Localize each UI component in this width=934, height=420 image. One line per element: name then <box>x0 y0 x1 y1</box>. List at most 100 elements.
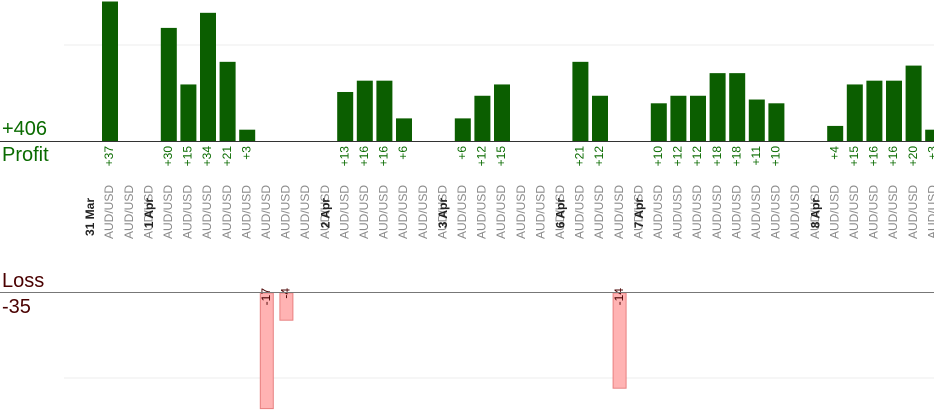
profit-value-label: +6 <box>455 146 469 160</box>
profit-bar <box>886 80 902 141</box>
profit-value-label: +15 <box>181 146 195 167</box>
profit-bar <box>239 129 256 141</box>
pair-label: AUD/USD <box>925 185 934 239</box>
pair-label: AUD/USD <box>592 185 606 239</box>
profit-bar <box>846 84 863 141</box>
day-label: 8 Apr <box>808 198 822 229</box>
profit-value-label: +15 <box>847 146 861 167</box>
profit-bar <box>200 12 216 141</box>
profit-bar <box>494 84 510 141</box>
loss-bar <box>259 292 274 410</box>
profit-value-label: +16 <box>867 146 881 167</box>
pair-label: AUD/USD <box>690 185 704 239</box>
pair-label: AUD/USD <box>181 185 195 239</box>
profit-value-label: +16 <box>377 146 391 167</box>
pair-label: AUD/USD <box>612 185 626 239</box>
pair-label: AUD/USD <box>357 185 371 239</box>
profit-value-label: +15 <box>494 146 508 167</box>
pair-label: AUD/USD <box>710 185 724 239</box>
profit-bar <box>905 65 922 141</box>
pair-label: AUD/USD <box>455 185 469 239</box>
profit-bar <box>102 1 118 142</box>
pair-label: AUD/USD <box>651 185 665 239</box>
profit-bar <box>474 95 491 141</box>
pair-label: AUD/USD <box>906 185 920 239</box>
loss-bar <box>612 292 627 389</box>
profit-bar <box>396 118 412 141</box>
pair-label: AUD/USD <box>318 185 332 239</box>
pair-label: AUD/USD <box>475 185 489 239</box>
profit-value-label: +18 <box>710 146 724 167</box>
pair-label: AUD/USD <box>102 185 116 239</box>
loss-label: Loss <box>2 270 45 292</box>
pair-label: AUD/USD <box>416 185 430 239</box>
profit-value-label: +30 <box>161 146 175 167</box>
profit-bar <box>592 95 608 141</box>
profit-value-label: +16 <box>357 146 371 167</box>
pair-label: AUD/USD <box>729 185 743 239</box>
profit-value-label: +37 <box>102 146 116 167</box>
day-label: 3 Apr <box>436 198 450 229</box>
pair-label: AUD/USD <box>377 185 391 239</box>
pair-label: AUD/USD <box>808 185 822 239</box>
profit-bar <box>709 73 726 141</box>
pair-label: AUD/USD <box>396 185 410 239</box>
loss-total: -35 <box>2 296 31 318</box>
profit-value-label: +12 <box>475 146 489 167</box>
profit-bar <box>219 61 236 141</box>
profit-bar <box>376 80 393 141</box>
pair-label: AUD/USD <box>494 185 508 239</box>
profit-bar <box>827 125 844 141</box>
profit-value-label: +12 <box>690 146 704 167</box>
loss-value-label: -4 <box>279 288 293 299</box>
day-label: 6 Apr <box>554 198 568 229</box>
pair-label: AUD/USD <box>435 185 449 239</box>
pair-label: AUD/USD <box>122 185 136 239</box>
pair-label: AUD/USD <box>847 185 861 239</box>
profit-value-label: +12 <box>592 146 606 167</box>
profit-bar <box>180 84 197 141</box>
profit-value-label: +4 <box>827 146 841 160</box>
profit-bar <box>925 129 934 141</box>
profit-value-label: +10 <box>769 146 783 167</box>
profit-value-label: +18 <box>729 146 743 167</box>
profit-bar <box>650 103 667 141</box>
pair-label: AUD/USD <box>769 185 783 239</box>
pair-label: AUD/USD <box>200 185 214 239</box>
day-label: 7 Apr <box>632 198 646 229</box>
pair-label: AUD/USD <box>671 185 685 239</box>
pair-label: AUD/USD <box>220 185 234 239</box>
profit-bar <box>768 103 785 141</box>
profit-bar <box>356 80 373 141</box>
pair-label: AUD/USD <box>788 185 802 239</box>
profit-bar <box>748 99 765 141</box>
profit-bar <box>337 91 354 141</box>
pair-label: AUD/USD <box>867 185 881 239</box>
profit-value-label: +12 <box>671 146 685 167</box>
profit-value-label: +34 <box>200 146 214 167</box>
profit-value-label: +21 <box>220 146 234 167</box>
pair-label: AUD/USD <box>533 185 547 239</box>
profit-bar <box>670 95 687 141</box>
pair-label: AUD/USD <box>514 185 528 239</box>
profit-total: +406 <box>2 118 48 140</box>
profit-value-label: +11 <box>749 146 763 166</box>
profit-value-label: +16 <box>886 146 900 167</box>
loss-value-label: -14 <box>612 288 626 306</box>
profit-bar <box>454 118 471 141</box>
profit-value-label: +10 <box>651 146 665 167</box>
day-label: 2 Apr <box>318 198 332 229</box>
pair-label: AUD/USD <box>298 185 312 239</box>
pair-label: AUD/USD <box>259 185 273 239</box>
profit-bar <box>729 73 746 141</box>
profit-bar <box>572 61 589 141</box>
profit-bar <box>866 80 883 141</box>
pair-label: AUD/USD <box>279 185 293 239</box>
profit-value-label: +3 <box>925 146 934 160</box>
profit-label: Profit <box>2 144 49 166</box>
pair-label: AUD/USD <box>239 185 253 239</box>
loss-value-label: -17 <box>259 288 273 306</box>
profit-value-label: +13 <box>337 146 351 167</box>
